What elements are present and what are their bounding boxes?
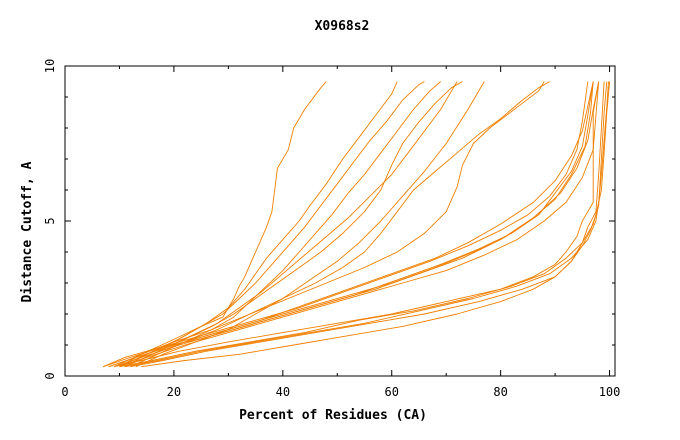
y-tick-label-10: 10: [43, 59, 57, 73]
curve-13: [119, 81, 600, 368]
curve-11: [102, 81, 589, 368]
curve-17: [119, 81, 605, 368]
curve-10: [108, 81, 594, 368]
curve-5: [124, 81, 458, 368]
plot-frame: [64, 65, 616, 377]
curve-19: [141, 81, 611, 368]
curves-group: [102, 81, 611, 368]
x-axis-ticks: 0 20 40 60 80 100: [61, 66, 620, 399]
curve-20: [124, 81, 609, 368]
curve-7: [135, 81, 485, 368]
curve-1: [119, 81, 327, 368]
curve-15: [102, 81, 600, 368]
curve-6: [119, 81, 463, 368]
x-tick-label-0: 0: [61, 385, 68, 399]
x-tick-label-80: 80: [493, 385, 507, 399]
x-tick-label-100: 100: [599, 385, 621, 399]
curve-16: [113, 81, 600, 368]
x-tick-label-20: 20: [167, 385, 181, 399]
curve-9: [113, 81, 545, 368]
y-axis-label: Distance Cutoff, A: [20, 161, 35, 302]
chart-title: X0968s2: [315, 19, 370, 34]
curve-12: [113, 81, 594, 368]
curve-14: [108, 81, 594, 368]
x-axis-label: Percent of Residues (CA): [239, 408, 427, 423]
y-tick-label-0: 0: [43, 372, 57, 379]
curve-2: [124, 81, 398, 368]
x-tick-label-60: 60: [385, 385, 399, 399]
curve-8: [124, 81, 550, 368]
y-axis-ticks: 0 5 10: [43, 59, 615, 380]
y-tick-label-5: 5: [43, 217, 57, 224]
x-tick-label-40: 40: [276, 385, 290, 399]
curve-4: [130, 81, 441, 368]
curve-3: [119, 81, 425, 368]
